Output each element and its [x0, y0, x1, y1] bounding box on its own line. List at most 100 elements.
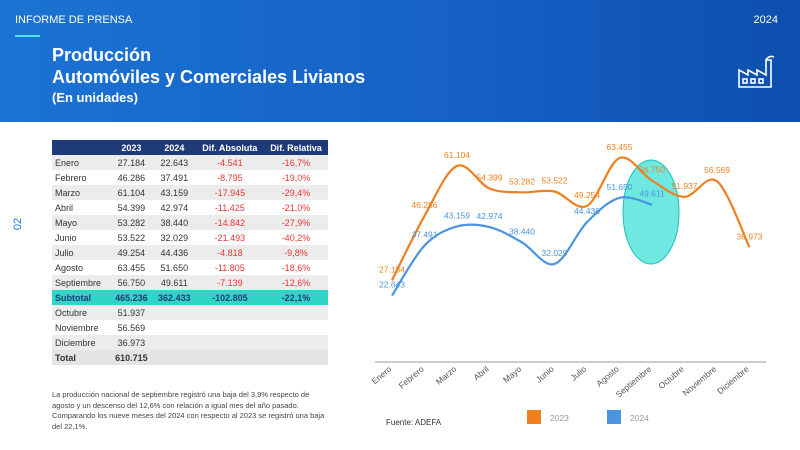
table-cell: -7.139	[195, 275, 264, 290]
table-cell: Febrero	[55, 172, 87, 183]
table-row: Noviembre 56.569	[52, 320, 328, 335]
table-header: 2023 2024 Dif. Absoluta Dif. Relativa	[52, 140, 328, 155]
data-label: 22.643	[379, 280, 405, 290]
table-cell	[195, 350, 264, 365]
accent-line	[15, 35, 40, 37]
table-row: Enero 27.184 22.643 -4.541 -16,7%	[52, 155, 328, 170]
table-cell: -27,9%	[263, 215, 328, 230]
table-cell	[195, 335, 264, 350]
table-row: Total 610.715	[52, 350, 328, 365]
table-cell: 54.399	[117, 202, 146, 213]
table-cell: Octubre	[52, 305, 110, 320]
table-cell: 51.937	[109, 305, 153, 320]
data-label: 53.282	[509, 176, 535, 186]
x-tick-label: Agosto	[594, 364, 621, 389]
legend-label: 2024	[630, 413, 649, 423]
x-tick-label: Febrero	[397, 364, 426, 391]
table-cell: Marzo	[52, 185, 110, 200]
data-label: 51.650	[607, 182, 633, 192]
table-cell: 22.643	[152, 155, 196, 170]
legend-label: 2023	[550, 413, 569, 423]
table-cell: 38.440	[152, 215, 196, 230]
table-cell: -14.842	[195, 215, 264, 230]
data-label: 38.440	[509, 226, 535, 236]
table-cell	[263, 350, 328, 365]
data-label: 43.159	[444, 210, 470, 220]
table-cell: -102.805	[195, 290, 264, 305]
note: Comparando los nueve meses del 2024 con …	[52, 411, 325, 431]
table-cell: -21.493	[214, 232, 246, 243]
table-cell: -16,7%	[263, 155, 328, 170]
table-cell: Total	[52, 350, 110, 365]
table-cell: 43.159	[152, 185, 196, 200]
notes: La producción nacional de septiembre reg…	[52, 390, 332, 432]
x-tick-label: Abril	[471, 364, 491, 383]
table-cell: 61.104	[109, 185, 153, 200]
table-cell: -11.805	[214, 262, 245, 273]
x-tick-label: Octubre	[656, 364, 686, 391]
data-label: 51.937	[672, 181, 698, 191]
table-cell: -29,4%	[263, 185, 328, 200]
table-cell: -4.541	[195, 155, 264, 170]
x-tick-label: Junio	[534, 364, 556, 385]
x-tick-label: Noviembre	[680, 364, 718, 398]
table-cell: 46.286	[117, 172, 146, 183]
data-label: 36.973	[737, 231, 763, 241]
table-cell: -22,1%	[263, 290, 328, 305]
table-cell: Diciembre	[52, 335, 110, 350]
data-label: 61.104	[444, 150, 470, 160]
table-cell: Septiembre	[52, 275, 110, 290]
header-band	[0, 0, 800, 122]
table-cell: -19,0%	[281, 172, 311, 183]
data-table: 2023 2024 Dif. Absoluta Dif. Relativa Enero 2…	[52, 140, 328, 365]
report-label: INFORME DE PRENSA	[15, 14, 133, 26]
data-label: 44.436	[574, 206, 600, 216]
table-cell: 610.715	[109, 350, 153, 365]
legend-swatch	[527, 410, 541, 424]
header-cell: 2023	[109, 140, 153, 155]
table-cell	[195, 305, 264, 320]
table-cell: 63.455	[117, 262, 146, 273]
table-row: Octubre 51.937	[52, 305, 328, 320]
series-line	[391, 156, 751, 281]
table-cell	[263, 305, 328, 320]
data-label: 56.750	[639, 165, 665, 175]
table-cell: 44.436	[152, 245, 196, 260]
table-cell: -12,6%	[263, 275, 328, 290]
table-cell: 37.491	[160, 172, 189, 183]
series-line	[391, 196, 653, 297]
highlight	[622, 159, 680, 265]
table-cell: 51.650	[160, 262, 189, 273]
header-cell	[52, 140, 110, 155]
data-label: 46.286	[412, 200, 438, 210]
table-row: Diciembre 36.973	[52, 335, 328, 350]
table-cell: 56.750	[109, 275, 153, 290]
table-cell: 27.184	[109, 155, 153, 170]
header-cell: Dif. Relativa	[263, 140, 328, 155]
x-tick-label: Enero	[369, 364, 393, 386]
table-cell: 42.974	[160, 202, 189, 213]
table-cell: 32.029	[160, 232, 189, 243]
table-cell: -21,0%	[281, 202, 311, 213]
table-cell: Julio	[52, 245, 110, 260]
table-row: Julio 49.254 44.436 -4.818 -9,8%	[52, 245, 328, 260]
x-tick-label: Marzo	[434, 364, 459, 387]
table-cell: Abril	[55, 202, 74, 213]
factory-icon	[738, 55, 775, 88]
table-cell: -4.818	[195, 245, 264, 260]
source: Fuente: ADEFA	[386, 418, 442, 427]
table-cell: -8.795	[217, 172, 243, 183]
x-tick-label: Septiembre	[614, 364, 654, 400]
table-cell: 53.522	[117, 232, 146, 243]
note: La producción nacional de septiembre reg…	[52, 390, 310, 410]
subtitle: Automóviles y Comerciales Livianos	[52, 67, 366, 87]
table-cell	[152, 350, 196, 365]
data-label: 27.184	[379, 264, 405, 274]
table-cell: Mayo	[52, 215, 110, 230]
table-cell: Agosto	[55, 262, 84, 273]
data-label: 63.455	[607, 142, 633, 152]
table-cell: Junio	[55, 232, 77, 243]
table-row: Junio 53.522 32.029 -21.493 -40,2%	[52, 230, 328, 245]
data-label: 54.399	[477, 173, 503, 183]
